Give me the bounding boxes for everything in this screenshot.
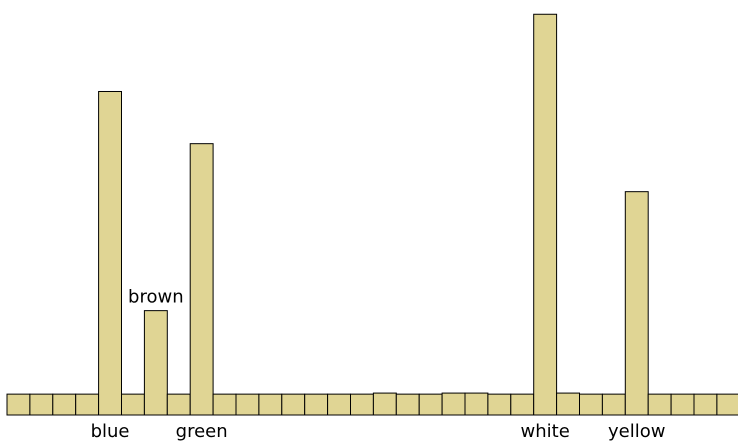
label-yellow: yellow xyxy=(608,421,665,442)
bars-group xyxy=(6,13,738,416)
bar-blue xyxy=(98,90,122,416)
bar-5 xyxy=(121,393,145,416)
bar-brown xyxy=(143,310,168,416)
bar-22 xyxy=(510,393,535,416)
bar-7 xyxy=(166,393,191,416)
bar-31 xyxy=(716,393,738,416)
bar-10 xyxy=(235,393,260,416)
bar-yellow xyxy=(624,191,649,416)
bar-20 xyxy=(464,392,489,416)
bar-21 xyxy=(487,393,512,416)
label-white: white xyxy=(521,421,570,442)
bar-29 xyxy=(670,393,695,416)
bar-15 xyxy=(350,393,374,416)
bar-14 xyxy=(327,393,352,416)
bar-24 xyxy=(556,392,580,416)
bar-28 xyxy=(647,393,672,416)
bar-12 xyxy=(281,393,306,416)
bar-1 xyxy=(29,393,54,416)
bar-11 xyxy=(258,393,283,416)
bar-26 xyxy=(601,393,626,416)
bar-18 xyxy=(418,393,443,416)
bar-16 xyxy=(372,392,397,416)
bar-3 xyxy=(75,393,100,416)
bar-17 xyxy=(395,393,420,416)
label-green: green xyxy=(176,421,228,442)
bar-25 xyxy=(579,393,603,416)
bar-2 xyxy=(52,393,77,416)
labels-group: blue brown green white yellow xyxy=(91,287,666,442)
bar-19 xyxy=(441,392,466,416)
bar-green xyxy=(189,143,214,416)
bar-white xyxy=(533,13,558,416)
bar-30 xyxy=(693,393,718,416)
bar-0 xyxy=(6,393,31,416)
label-blue: blue xyxy=(91,421,130,442)
label-brown: brown xyxy=(128,287,184,308)
bar-13 xyxy=(304,393,329,416)
bar-9 xyxy=(212,393,237,416)
